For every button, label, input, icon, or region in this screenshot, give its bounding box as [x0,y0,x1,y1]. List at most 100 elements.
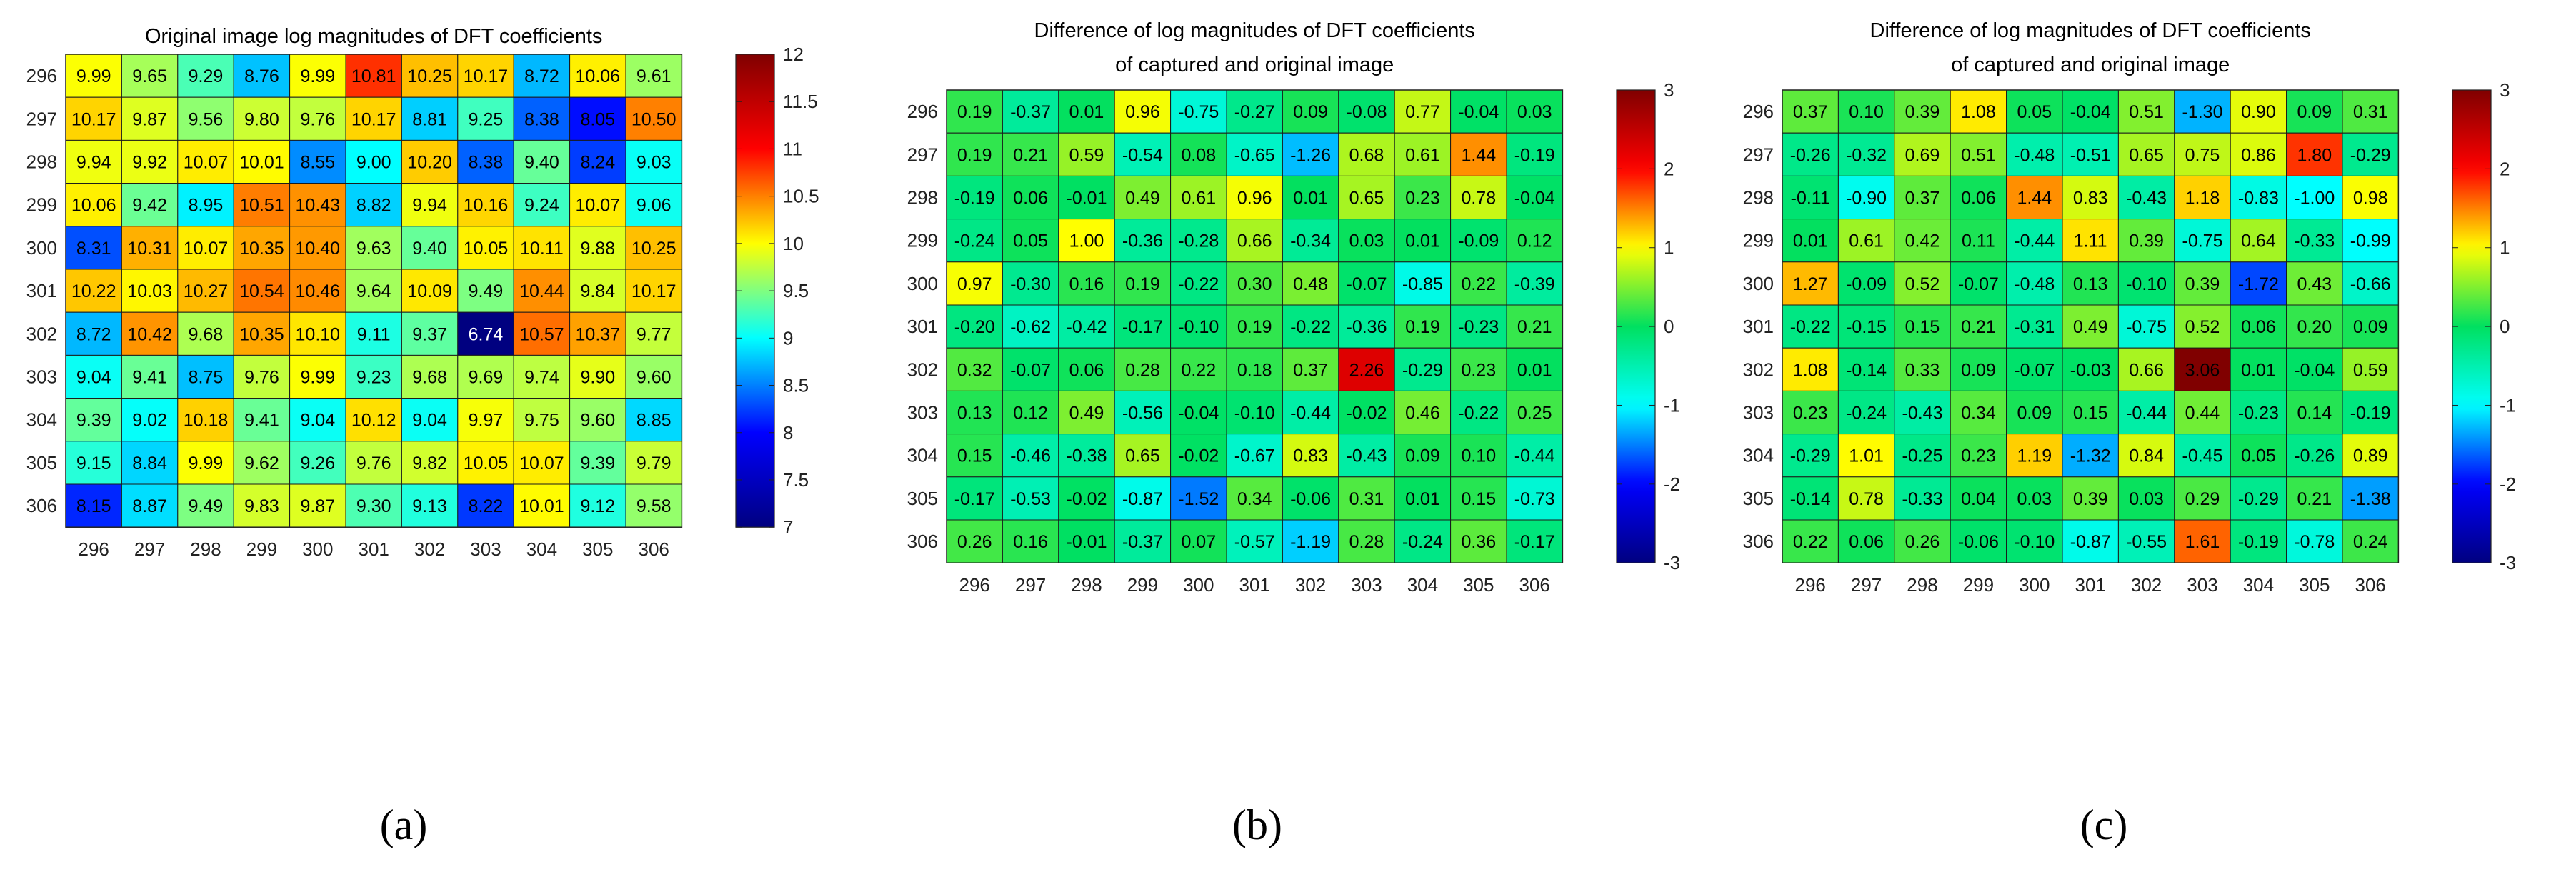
heatmap-cell [1394,219,1452,263]
cell-value-label: 0.13 [957,404,992,424]
y-tick-label: 298 [26,151,57,173]
y-tick-label: 302 [1743,359,1774,380]
cell-value-label: 0.14 [2297,404,2332,424]
cell-value-label: -0.02 [1178,446,1219,466]
heatmap-cell [1282,304,1339,349]
cell-value-label: 0.08 [1181,145,1216,165]
cell-value-label: 0.65 [2129,145,2164,165]
cell-value-label: 9.26 [300,453,335,473]
heatmap-cell [1338,390,1395,435]
heatmap-cell [1450,261,1507,306]
cell-value-label: 1.00 [1069,231,1104,251]
cell-value-label: -0.02 [1347,404,1387,424]
cell-value-label: -0.33 [2294,231,2335,251]
cell-value-label: 0.10 [1849,102,1884,122]
cell-value-label: 9.63 [356,239,391,259]
cell-value-label: -0.23 [2238,404,2279,424]
cell-value-label: 0.97 [957,274,992,294]
cell-value-label: 8.24 [580,153,615,173]
heatmap-cell [289,226,346,270]
cell-value-label: 9.41 [132,368,167,388]
heatmap-cell [1338,519,1395,563]
cell-value-label: 0.37 [1293,360,1328,380]
x-tick-label: 300 [1183,574,1214,596]
cell-value-label: 0.83 [2073,189,2108,209]
cell-value-label: -0.37 [1122,532,1163,552]
cell-value-label: -0.22 [1790,317,1831,337]
cell-value-label: -0.39 [1514,274,1555,294]
cell-value-label: 0.52 [1905,274,1940,294]
cell-value-label: -0.04 [1178,404,1219,424]
cell-value-label: -1.32 [2070,446,2111,466]
cell-value-label: 0.06 [2241,317,2276,337]
heatmap-cell [1506,347,1563,391]
cell-value-label: 9.03 [636,153,672,173]
heatmap-cell [1226,519,1283,563]
colorbar-tick-label: 11 [783,138,802,159]
cell-value-label: 0.49 [2073,317,2108,337]
heatmap-cell [2174,175,2231,220]
heatmap-cell [1282,219,1339,263]
cell-value-label: 0.89 [2353,446,2388,466]
cell-value-label: -0.30 [1010,274,1051,294]
x-tick-label: 298 [1071,574,1102,596]
cell-value-label: -0.10 [1178,317,1219,337]
heatmap-cell [401,96,459,141]
cell-value-label: 0.16 [1069,274,1104,294]
heatmap-cell [2174,434,2231,478]
heatmap-cell [1394,347,1452,391]
cell-value-label: 1.01 [1849,446,1884,466]
cell-value-label: 10.42 [127,324,172,344]
cell-value-label: 0.22 [1461,274,1496,294]
cell-value-label: -0.31 [2014,317,2055,337]
heatmap-cell [1506,175,1563,220]
x-tick-label: 296 [959,574,990,596]
cell-value-label: -0.65 [1234,145,1275,165]
cell-value-label: 0.23 [1461,360,1496,380]
cell-value-label: 0.64 [2241,231,2276,251]
cell-value-label: 0.01 [1293,189,1328,209]
cell-value-label: 10.01 [519,496,564,516]
cell-value-label: 9.83 [244,496,279,516]
cell-value-label: 0.59 [2353,360,2388,380]
cell-value-label: 10.09 [407,281,452,301]
y-tick-label: 299 [26,194,57,216]
cell-value-label: 0.01 [1069,102,1104,122]
heatmap-cell [569,183,626,227]
cell-value-label: -0.66 [2350,274,2391,294]
heatmap-cell [2174,89,2231,134]
heatmap-cell [1058,347,1115,391]
heatmap-cell [2230,519,2287,563]
heatmap-cell [946,175,1003,220]
cell-value-label: 0.09 [2297,102,2332,122]
colorbar-tick-label: 3 [2500,79,2510,101]
cell-value-label: 0.96 [1125,102,1160,122]
heatmap-cell [2230,434,2287,478]
heatmap-cell [1782,390,1839,435]
heatmap-cell [1394,434,1452,478]
cell-value-label: 0.09 [2353,317,2388,337]
y-tick-label: 296 [907,101,938,122]
heatmap-cell [569,54,626,98]
heatmap-cell [1170,304,1227,349]
cell-value-label: -0.06 [1958,532,1999,552]
cell-value-label: 1.44 [2017,189,2052,209]
y-tick-label: 298 [907,187,938,209]
heatmap-cell [1506,89,1563,134]
heatmap-cell [1282,175,1339,220]
heatmap-cell [1506,132,1563,176]
cell-value-label: 9.30 [356,496,391,516]
cell-value-label: 0.39 [2073,489,2108,509]
cell-value-label: 8.76 [244,66,279,86]
heatmap-cell [457,311,514,356]
colorbar [1616,89,1656,563]
heatmap-cell [1338,175,1395,220]
heatmap-cell [625,96,682,141]
heatmap-cell [1226,434,1283,478]
cell-value-label: 0.21 [1517,317,1552,337]
cell-value-label: 3.06 [2185,360,2220,380]
cell-value-label: 9.65 [132,66,167,86]
y-tick-label: 296 [26,65,57,86]
cell-value-label: 0.05 [2241,446,2276,466]
heatmap-cell [1058,261,1115,306]
